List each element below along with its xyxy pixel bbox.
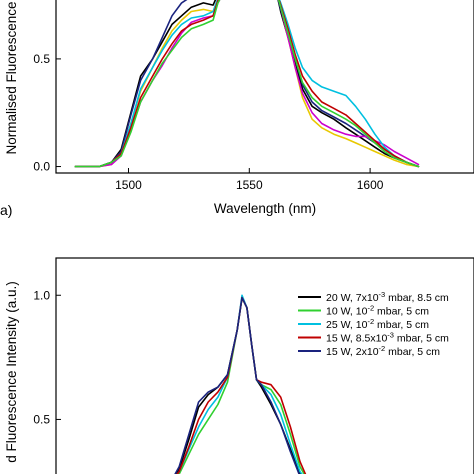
legend-entry-sup-0: -3 <box>379 290 386 299</box>
legend-entry-sup-2: -2 <box>367 317 374 326</box>
legend-entry-tail-1: mbar, 5 cm <box>374 306 429 318</box>
legend-entry-4: 15 W, 2x10-2 mbar, 5 cm <box>326 344 440 358</box>
panel-a-series-line-7 <box>277 0 420 168</box>
legend-entry-main-3: 15 W, 8.5x10 <box>326 333 387 345</box>
legend-entry-sup-3: -3 <box>387 331 394 340</box>
panel-a-frame <box>55 0 474 174</box>
legend-entry-3: 15 W, 8.5x10-3 mbar, 5 cm <box>326 331 449 345</box>
panel-a-label: a) <box>0 202 12 218</box>
panel-a-series-line-8 <box>277 0 420 168</box>
panel-b-frame <box>55 257 474 474</box>
panel-a-x-tick-label-1: 1550 <box>236 178 263 192</box>
panel-a-x-axis-title: Wavelength (nm) <box>214 201 316 216</box>
panel-b: 0.5 1.0 d Fluorescence Intensity (a.u.) 2… <box>4 257 474 474</box>
panel-a-series-line-13 <box>277 0 420 168</box>
legend-entry-tail-2: mbar, 5 cm <box>374 319 429 331</box>
panel-b-y-ticks: 0.5 1.0 <box>33 288 61 426</box>
panel-a-x-ticks: 1500 1550 1600 <box>115 168 384 192</box>
panel-a-series-group <box>74 0 420 168</box>
panel-a-x-tick-label-0: 1500 <box>115 178 142 192</box>
legend-entry-0: 20 W, 7x10-3 mbar, 8.5 cm <box>326 290 449 304</box>
panel-a-y-tick-label-1: 0.5 <box>33 52 50 66</box>
legend-entry-2: 25 W, 10-2 mbar, 5 cm <box>326 317 429 331</box>
panel-a-y-ticks: 0.0 0.5 <box>33 52 61 174</box>
legend-entry-main-0: 20 W, 7x10 <box>326 292 379 304</box>
legend-entry-tail-3: mbar, 5 cm <box>394 333 449 345</box>
panel-b-series-line-4 <box>174 296 300 474</box>
legend-entry-tail-0: mbar, 8.5 cm <box>385 292 449 304</box>
panel-b-y-tick-label-1: 1.0 <box>33 288 50 302</box>
panel-a-series-line-10 <box>277 0 420 166</box>
legend-entry-main-1: 10 W, 10 <box>326 306 368 318</box>
panel-a: 1500 1550 1600 0.0 0.5 Wavelength (nm) Norm… <box>0 0 474 218</box>
legend-entry-1: 10 W, 10-2 mbar, 5 cm <box>326 304 429 318</box>
panel-a-y-axis-title: Normalised Fluorescence <box>4 1 19 154</box>
panel-b-series-group <box>174 294 307 474</box>
legend-entry-tail-4: mbar, 5 cm <box>385 346 440 358</box>
panel-a-series-line-12 <box>278 0 420 168</box>
panel-a-series-line-6 <box>74 0 221 168</box>
legend-entry-main-2: 25 W, 10 <box>326 319 368 331</box>
panel-a-y-tick-label-0: 0.0 <box>33 160 50 174</box>
panel-a-series-line-9 <box>277 0 420 168</box>
legend-entry-sup-4: -2 <box>379 344 386 353</box>
panel-a-x-tick-label-2: 1600 <box>357 178 384 192</box>
legend-entry-sup-1: -2 <box>367 304 374 313</box>
panel-a-series-line-11 <box>278 0 420 168</box>
panel-b-y-tick-label-0: 0.5 <box>33 412 50 426</box>
panel-b-y-axis-title: d Fluorescence Intensity (a.u.) <box>4 281 19 463</box>
legend-entry-main-4: 15 W, 2x10 <box>326 346 379 358</box>
